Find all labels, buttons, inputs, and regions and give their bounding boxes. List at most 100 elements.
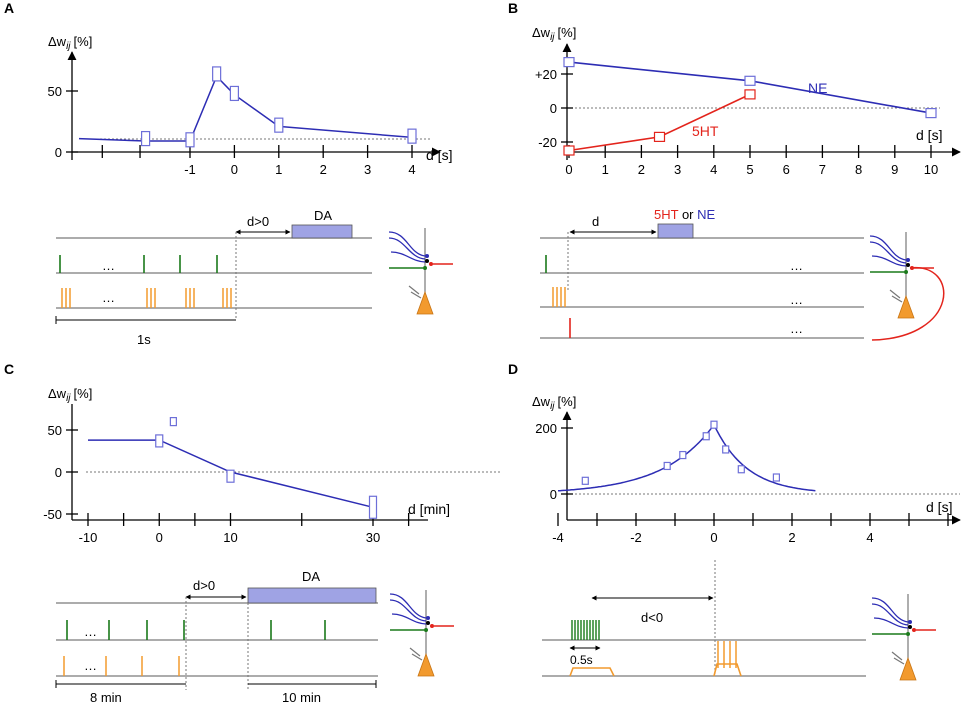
da-label-a: DA <box>314 208 332 223</box>
b-xtick-label: 4 <box>710 162 717 177</box>
b-5ht-point <box>563 145 575 156</box>
b-ytick-label: +20 <box>535 67 557 82</box>
b-xtick-label: 2 <box>638 162 645 177</box>
a-xtick-label: -1 <box>184 162 196 177</box>
timeline-c: DA d>0 … … 8 min 10 min <box>55 569 455 705</box>
c-point <box>155 434 164 448</box>
da-box-c <box>247 587 377 604</box>
delay-label-b: d <box>592 214 599 229</box>
delay-label-a: d>0 <box>247 214 269 229</box>
a-point <box>141 130 151 147</box>
line-b-ne <box>568 61 932 114</box>
a-point <box>407 128 417 144</box>
plateau-d-2 <box>713 663 742 677</box>
b-xtick-label: 5 <box>746 162 753 177</box>
b-xtick-label: 3 <box>674 162 681 177</box>
b-ne-point <box>563 56 575 68</box>
ylabel-d: Δwij [%] <box>532 394 576 412</box>
curve-d <box>557 423 816 492</box>
x-label-d: d [s] <box>926 499 952 515</box>
d-point <box>710 420 718 429</box>
c-ytick-label: -50 <box>43 507 62 522</box>
c-ytick-label: 50 <box>48 423 62 438</box>
d-xtick-label: -4 <box>552 530 564 545</box>
series-label-ne: NE <box>808 80 827 96</box>
ellipsis-b1: … <box>790 258 803 273</box>
da-box-a <box>291 224 353 239</box>
delay-label-d: d<0 <box>641 610 663 625</box>
b-xtick-label: 0 <box>565 162 572 177</box>
x-label-b: d [s] <box>916 127 942 143</box>
ellipsis-a2: … <box>102 290 115 305</box>
c-xtick-label: 10 <box>223 530 237 545</box>
a-point <box>185 132 195 148</box>
modulator-box-b <box>657 223 694 239</box>
b-ytick-label: 0 <box>550 101 557 116</box>
c-point <box>226 469 235 483</box>
ellipsis-b2: … <box>790 292 803 307</box>
c-xtick-label: 30 <box>366 530 380 545</box>
neuron-d <box>872 594 937 681</box>
duration-a: 1s <box>137 332 151 347</box>
d-xtick-label: -2 <box>630 530 642 545</box>
a-point <box>212 66 222 82</box>
timeline-b: 5HT or NE d … … … <box>540 207 945 341</box>
d-point <box>702 432 710 441</box>
x-label-c: d [min] <box>408 501 450 517</box>
b-xtick-label: 9 <box>891 162 898 177</box>
b-xtick-label: 1 <box>602 162 609 177</box>
plateau-d-1 <box>569 667 615 677</box>
panel-label-b: B <box>508 0 518 16</box>
b-ne-point <box>744 75 756 86</box>
d-xtick-label: 0 <box>710 530 717 545</box>
b-xtick-label: 7 <box>819 162 826 177</box>
ylabel-b: Δwij [%] <box>532 25 576 43</box>
panel-label-c: C <box>4 361 14 377</box>
b-xtick-label: 6 <box>783 162 790 177</box>
a-ytick-label: 0 <box>55 145 62 160</box>
d-point <box>663 461 671 471</box>
chart-b: 0 1 2 3 4 5 6 7 8 9 10 -20 0 +20 d [s] NE 5HT <box>535 43 961 177</box>
a-point <box>229 85 239 102</box>
b-ne-point <box>925 107 937 119</box>
a-xtick-label: 2 <box>320 162 327 177</box>
x-label-a: d [s] <box>426 147 452 163</box>
neuron-c <box>390 590 455 677</box>
b-5ht-point <box>744 89 756 100</box>
c-xtick-label: -10 <box>79 530 98 545</box>
ellipsis-a1: … <box>102 258 115 273</box>
d-xtick-label: 4 <box>866 530 873 545</box>
d-point <box>722 445 730 454</box>
d-ytick-label: 0 <box>550 487 557 502</box>
a-ytick-label: 50 <box>48 84 62 99</box>
duration-d: 0.5s <box>570 653 593 667</box>
chart-a: -1 0 1 2 3 4 0 50 d [s] <box>48 51 452 177</box>
ylabel-a: Δwij [%] <box>48 34 92 52</box>
c-point <box>368 495 378 519</box>
neuron-b <box>870 232 935 319</box>
a-xtick-label: 0 <box>231 162 238 177</box>
duration-c-a: 8 min <box>90 690 122 705</box>
panel-label-d: D <box>508 361 518 377</box>
ylabel-c: Δwij [%] <box>48 386 92 404</box>
c-ytick-label: 0 <box>55 465 62 480</box>
d-point <box>679 450 687 460</box>
d-point <box>772 473 781 482</box>
line-a <box>78 75 413 142</box>
line-c <box>88 439 374 509</box>
feedback-axon-b <box>871 267 945 341</box>
c-point <box>169 417 177 427</box>
a-xtick-label: 4 <box>408 162 415 177</box>
ellipsis-c1: … <box>84 624 97 639</box>
da-label-c: DA <box>302 569 320 584</box>
b-xtick-label: 10 <box>924 162 938 177</box>
b-ytick-label: -20 <box>538 135 557 150</box>
a-point <box>274 117 284 133</box>
delay-label-c: d>0 <box>193 578 215 593</box>
c-xtick-label: 0 <box>156 530 163 545</box>
a-xtick-label: 1 <box>275 162 282 177</box>
a-xtick-label: 3 <box>364 162 371 177</box>
b-xtick-label: 8 <box>855 162 862 177</box>
panel-label-a: A <box>4 0 14 16</box>
duration-c-b: 10 min <box>282 690 321 705</box>
